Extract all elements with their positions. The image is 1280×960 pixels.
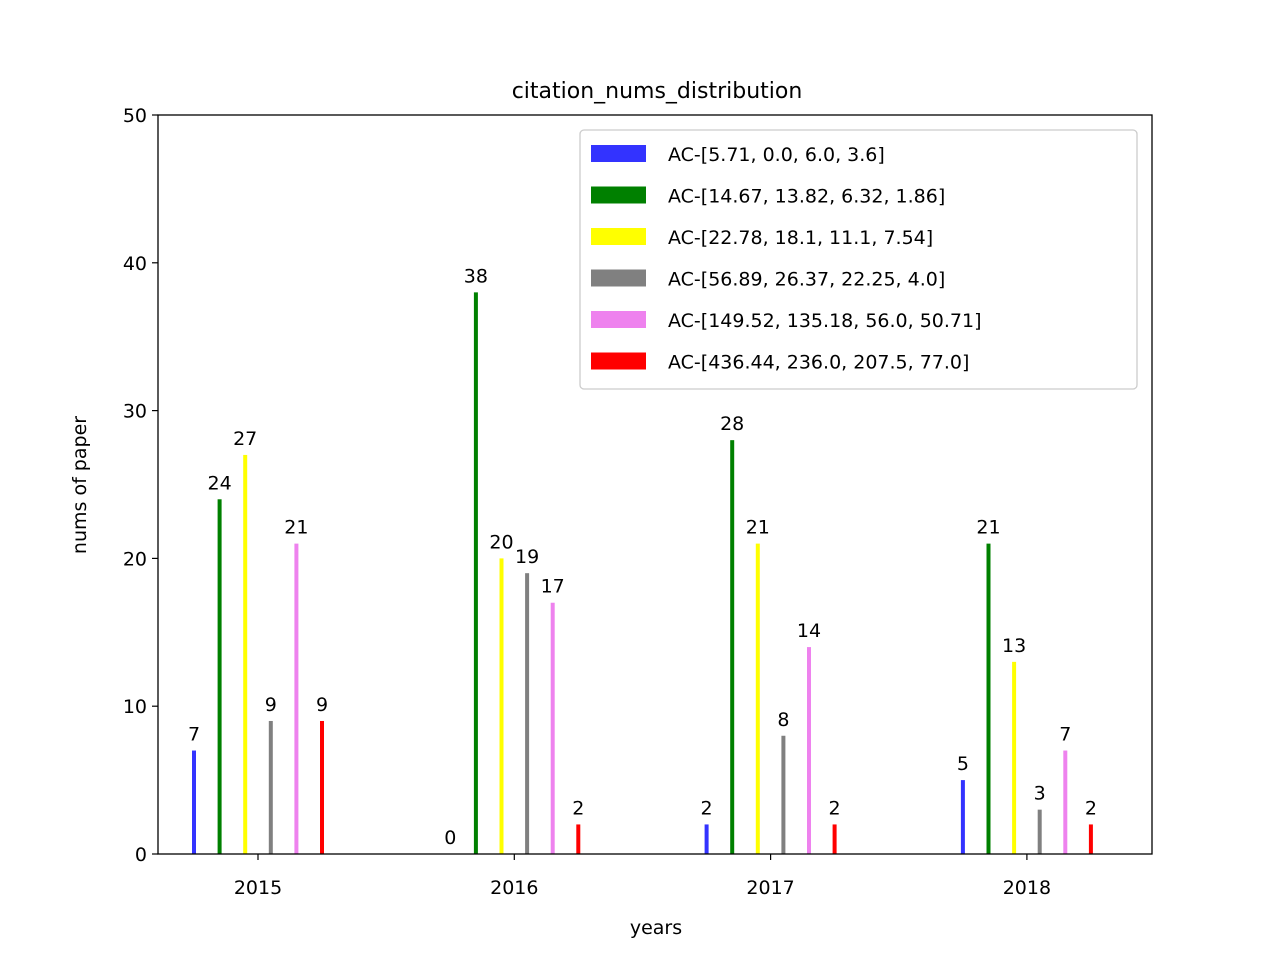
bar-2018-series-3 [1012, 661, 1017, 854]
bar-value-label: 14 [797, 620, 821, 642]
bar-2017-series-2 [730, 440, 735, 854]
y-tick-label: 0 [135, 844, 147, 866]
legend-entry-label: AC-[56.89, 26.37, 22.25, 4.0] [668, 269, 945, 291]
legend-entry-label: AC-[22.78, 18.1, 11.1, 7.54] [668, 227, 933, 249]
bar-value-label: 21 [746, 517, 770, 539]
bar-value-label: 13 [1002, 635, 1026, 657]
y-tick-label: 40 [123, 253, 147, 275]
bar-value-label: 2 [701, 797, 713, 819]
bar-value-label: 28 [720, 413, 744, 435]
bar-2015-series-4 [268, 720, 273, 854]
bar-value-label: 9 [316, 694, 328, 716]
plot-frame [157, 114, 1153, 855]
bar-2016-series-2 [473, 292, 478, 854]
x-tick-label: 2015 [234, 877, 282, 899]
bar-value-label: 24 [208, 472, 232, 494]
bar-value-label: 3 [1034, 783, 1046, 805]
bar-2015-series-6 [320, 720, 324, 854]
legend-swatch [591, 186, 646, 204]
legend-swatch [591, 228, 646, 245]
bar-2016-series-6 [576, 824, 581, 854]
x-tick-label: 2017 [746, 877, 794, 899]
bar-2017-series-3 [755, 543, 760, 854]
bar-2018-series-4 [1037, 809, 1042, 854]
x-axis-label: years [630, 917, 682, 939]
bar-2018-series-2 [986, 543, 991, 854]
y-tick-label: 30 [123, 401, 147, 423]
bar-2015-series-2 [217, 499, 222, 854]
legend-box [579, 129, 1138, 390]
x-tick-label: 2018 [1003, 877, 1051, 899]
legend-swatch [591, 352, 646, 370]
bar-value-label: 21 [976, 517, 1000, 539]
legend-entry-label: AC-[436.44, 236.0, 207.5, 77.0] [668, 352, 969, 374]
bar-2017-series-4 [781, 735, 786, 854]
legend: AC-[5.71, 0.0, 6.0, 3.6] AC-[14.67, 13.82… [579, 129, 1138, 390]
bar-2017-series-1 [704, 824, 709, 854]
bar-2015-series-5 [294, 543, 299, 854]
y-axis-label: nums of paper [69, 416, 91, 554]
bar-2015-series-1 [192, 750, 196, 854]
bar-2018-series-5 [1063, 750, 1068, 854]
legend-swatch [591, 145, 646, 162]
y-tick-label: 50 [123, 105, 147, 127]
bar-value-label: 7 [1059, 724, 1071, 746]
legend-entry-label: AC-[14.67, 13.82, 6.32, 1.86] [668, 186, 945, 208]
bar-value-label: 5 [957, 753, 969, 775]
bar-value-label: 20 [489, 531, 513, 553]
legend-entry-label: AC-[149.52, 135.18, 56.0, 50.71] [668, 310, 982, 332]
bar-value-label: 0 [444, 827, 456, 849]
bar-value-label: 19 [515, 546, 539, 568]
bar-value-label: 2 [572, 797, 584, 819]
y-tick-label: 20 [123, 548, 147, 570]
bar-2018-series-6 [1088, 824, 1093, 854]
y-tick-label: 10 [123, 696, 147, 718]
bar-2017-series-6 [832, 824, 837, 854]
legend-swatch [591, 311, 646, 328]
bar-value-label: 8 [777, 709, 789, 731]
bar-value-label: 17 [541, 576, 565, 598]
bar-2016-series-5 [550, 602, 555, 854]
bar-2015-series-3 [243, 454, 248, 854]
bar-value-label: 2 [1085, 797, 1097, 819]
legend-entry-label: AC-[5.71, 0.0, 6.0, 3.6] [668, 144, 885, 166]
bar-2018-series-1 [960, 780, 965, 854]
x-tick-label: 2016 [490, 877, 538, 899]
chart-title: citation_nums_distribution [512, 79, 803, 104]
bar-2017-series-5 [807, 647, 811, 854]
bar-2016-series-4 [525, 573, 530, 854]
bar-value-label: 27 [233, 428, 257, 450]
legend-swatch [591, 269, 646, 287]
bar-value-label: 38 [464, 265, 488, 287]
bar-value-label: 9 [265, 694, 277, 716]
bar-value-label: 21 [284, 517, 308, 539]
bar-value-label: 7 [188, 724, 200, 746]
bar-2016-series-3 [499, 558, 504, 854]
bar-value-label: 2 [829, 797, 841, 819]
